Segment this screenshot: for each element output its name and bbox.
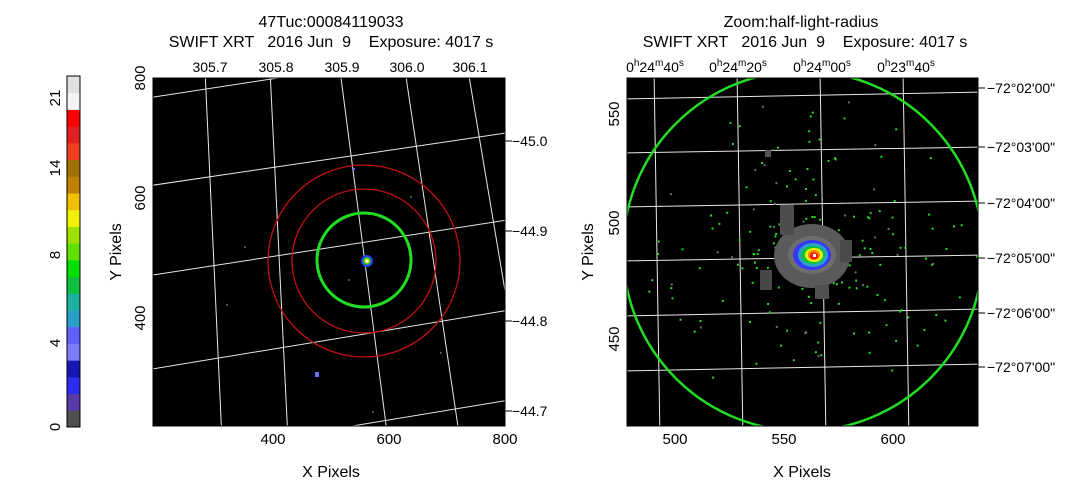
right-righttick-5: −72°07ʹ00ʺ — [987, 359, 1055, 375]
colorbar-cell — [67, 109, 80, 127]
colorbar: 0 4 8 14 21 — [47, 75, 81, 431]
right-xtick-550: 550 — [771, 431, 796, 448]
left-xtick-600: 600 — [376, 431, 401, 448]
right-righttick-1: −72°03ʹ00ʺ — [987, 139, 1055, 155]
right-top-ticks: 0h24m40s 0h24m20s 0h24m00s 0h23m40s — [626, 58, 935, 75]
right-toptick: 0h23m40s — [877, 58, 935, 75]
half-light-circle — [315, 211, 413, 309]
left-toptick-2: 305.9 — [324, 59, 359, 75]
right-ytick-500: 500 — [606, 210, 623, 235]
left-righttick-1: −44.9 — [512, 223, 548, 239]
colorbar-cell — [67, 310, 80, 328]
right-x-ticks: 500 550 600 — [662, 431, 905, 448]
left-righttick-3: −44.7 — [512, 403, 548, 419]
colorbar-cell — [67, 76, 80, 94]
right-panel: Zoom:half-light-radius SWIFT XRT 2016 Ju… — [580, 14, 1055, 481]
colorbar-cell — [67, 243, 80, 261]
right-righttick-3: −72°05ʹ00ʺ — [987, 250, 1055, 266]
right-coord-grid — [627, 78, 978, 426]
right-title: Zoom:half-light-radius — [724, 14, 879, 31]
colorbar-cell — [67, 92, 80, 110]
left-ytick-800: 800 — [132, 65, 149, 90]
right-x-label: X Pixels — [773, 464, 831, 481]
colorbar-cell — [67, 259, 80, 278]
left-toptick-3: 306.0 — [389, 59, 424, 75]
colorbar-label: 4 — [47, 339, 64, 347]
colorbar-cell — [67, 343, 80, 361]
right-toptick: 0h24m00s — [793, 58, 851, 75]
right-right-ticks: −72°02ʹ00ʺ −72°03ʹ00ʺ −72°04ʹ00ʺ −72°05ʹ… — [978, 80, 1055, 375]
colorbar-cell — [67, 142, 80, 161]
right-y-label: Y Pixels — [580, 223, 597, 281]
right-xtick-500: 500 — [662, 431, 687, 448]
right-subtitle: SWIFT XRT 2016 Jun 9 Exposure: 4017 s — [643, 34, 968, 51]
left-xtick-400: 400 — [260, 431, 285, 448]
right-righttick-4: −72°06ʹ00ʺ — [987, 305, 1055, 321]
outer-red-circle — [267, 164, 461, 358]
right-toptick: 0h24m40s — [626, 58, 684, 75]
left-x-label: X Pixels — [302, 464, 360, 481]
left-y-ticks: 400 600 800 — [132, 65, 149, 330]
colorbar-label: 0 — [47, 423, 64, 431]
right-righttick-0: −72°02ʹ00ʺ — [987, 80, 1055, 96]
colorbar-cell — [67, 193, 80, 211]
left-coord-grid — [153, 78, 505, 426]
left-source — [361, 255, 373, 267]
left-righttick-0: −45.0 — [512, 133, 548, 149]
colorbar-cell — [67, 159, 80, 177]
right-y-ticks: 450 500 550 — [606, 101, 623, 351]
colorbar-cell — [67, 176, 80, 194]
right-ytick-550: 550 — [606, 101, 623, 126]
left-ytick-600: 600 — [132, 185, 149, 210]
left-top-ticks: 305.7 305.8 305.9 306.0 306.1 — [192, 59, 487, 75]
colorbar-cell — [67, 293, 80, 311]
left-x-ticks: 400 600 800 — [260, 431, 517, 448]
right-xtick-600: 600 — [880, 431, 905, 448]
colorbar-cell — [67, 410, 80, 428]
colorbar-cell — [67, 326, 80, 344]
left-image — [153, 78, 505, 426]
right-toptick: 0h24m20s — [709, 58, 767, 75]
left-title: 47Tuc:00084119033 — [258, 14, 403, 31]
left-toptick-1: 305.8 — [258, 59, 293, 75]
colorbar-cell — [67, 226, 80, 244]
colorbar-cell — [67, 126, 80, 144]
left-xtick-800: 800 — [492, 431, 517, 448]
colorbar-cell — [67, 393, 80, 411]
colorbar-cell — [67, 276, 80, 294]
colorbar-cell — [67, 376, 80, 395]
left-ytick-400: 400 — [132, 305, 149, 330]
left-right-ticks: −45.0 −44.9 −44.8 −44.7 — [505, 133, 548, 419]
left-y-label: Y Pixels — [108, 223, 125, 281]
left-subtitle: SWIFT XRT 2016 Jun 9 Exposure: 4017 s — [169, 34, 494, 51]
colorbar-label: 21 — [47, 90, 64, 107]
left-toptick-0: 305.7 — [192, 59, 227, 75]
right-righttick-2: −72°04ʹ00ʺ — [987, 195, 1055, 211]
colorbar-label: 8 — [47, 251, 64, 259]
colorbar-cell — [67, 209, 80, 227]
right-ytick-450: 450 — [606, 326, 623, 351]
right-source — [760, 150, 852, 299]
left-minor-sources — [226, 168, 442, 413]
colorbar-cell — [67, 360, 80, 378]
left-panel: 47Tuc:00084119033 SWIFT XRT 2016 Jun 9 E… — [108, 14, 548, 481]
left-righttick-2: −44.8 — [512, 313, 548, 329]
colorbar-label: 14 — [47, 160, 64, 177]
left-toptick-4: 306.1 — [452, 59, 487, 75]
inner-red-circle — [291, 188, 437, 334]
